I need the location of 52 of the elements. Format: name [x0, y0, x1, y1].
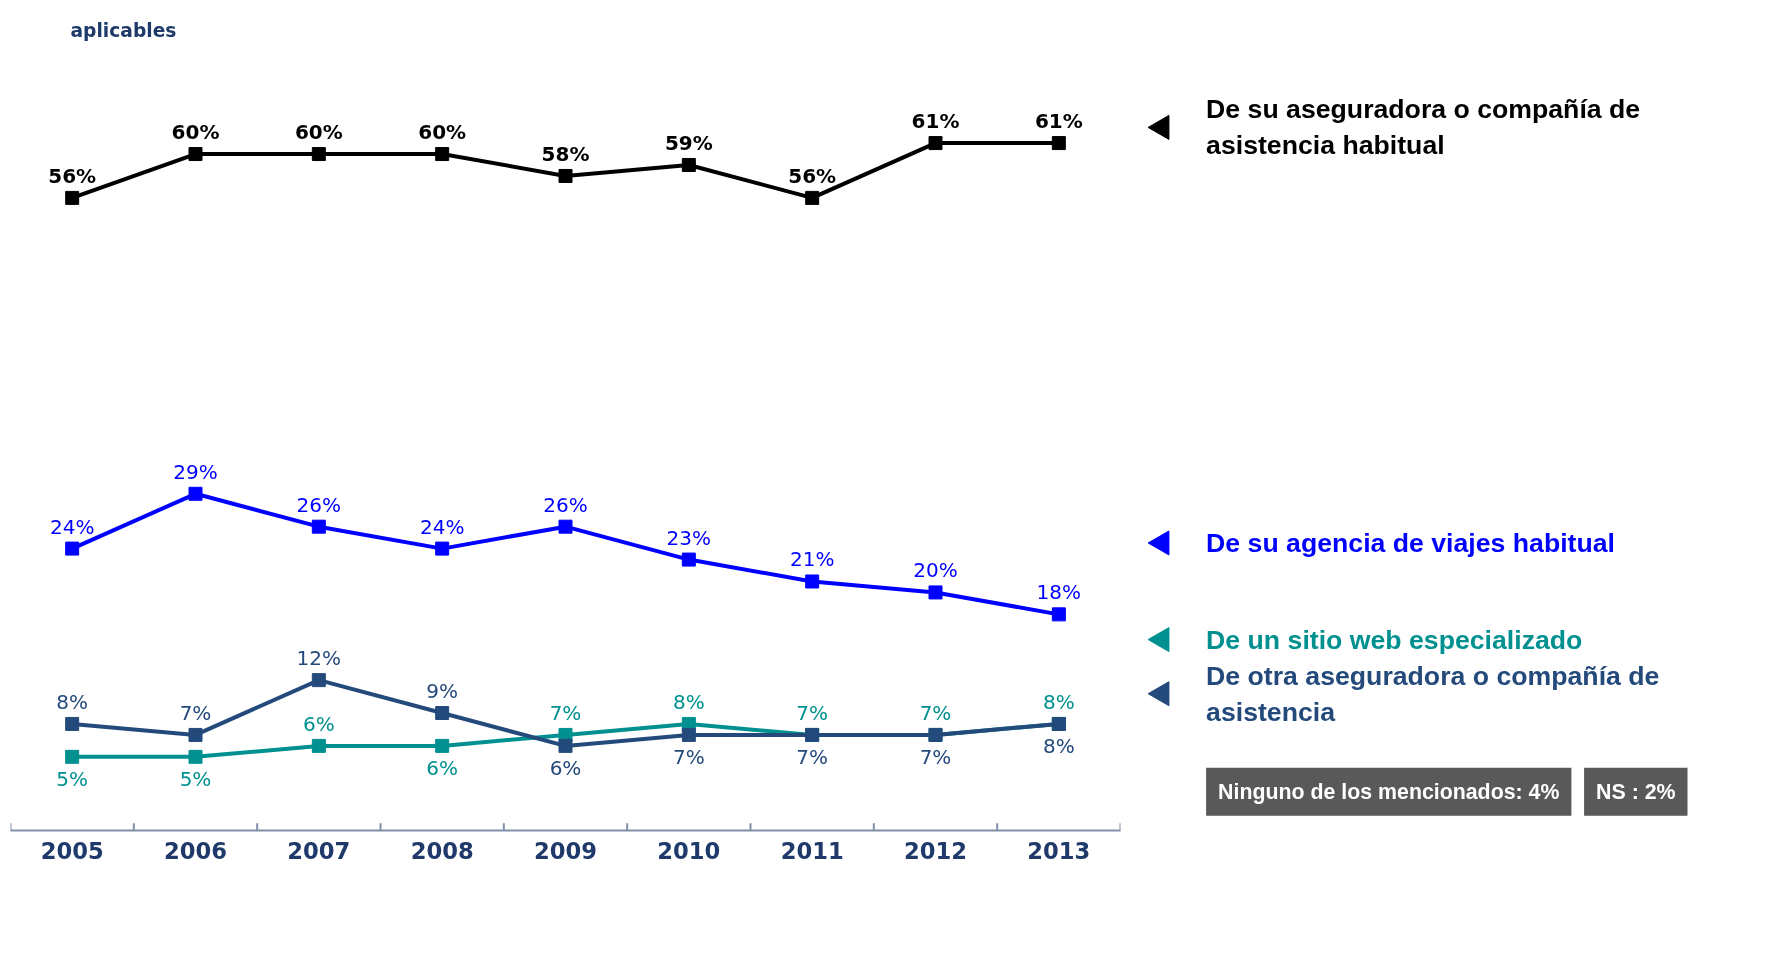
data-label: 12% — [296, 646, 342, 671]
x-tick-label: 2009 — [533, 837, 598, 864]
data-label: 7% — [549, 700, 582, 725]
data-label: 29% — [173, 459, 218, 484]
text: NS : 2% — [1596, 779, 1676, 804]
data-label: 60% — [294, 120, 343, 145]
data-label: 8% — [1042, 733, 1075, 758]
data-label: 7% — [179, 700, 212, 725]
data-label: 23% — [666, 525, 712, 550]
data-label: 8% — [1042, 689, 1075, 714]
data-label: 7% — [919, 700, 952, 725]
text: aplicables — [70, 20, 177, 41]
data-label: 5% — [56, 766, 89, 791]
data-label: 7% — [672, 744, 705, 769]
x-tick-label: 2010 — [657, 837, 721, 864]
data-label: 56% — [48, 163, 97, 188]
data-label: 7% — [796, 700, 829, 725]
text: Ninguno de los mencionados: 4% — [1218, 779, 1560, 804]
legend-label: De otra aseguradora o compañía de asistencia — [1206, 660, 1660, 727]
data-label: 61% — [911, 109, 960, 134]
data-label: 21% — [789, 547, 835, 572]
x-tick-label: 2008 — [410, 837, 474, 864]
x-tick-label: 2012 — [903, 837, 968, 864]
x-tick-label: 2013 — [1027, 837, 1091, 864]
data-label: 8% — [56, 689, 89, 714]
data-label: 24% — [419, 514, 465, 539]
data-label: 24% — [49, 514, 95, 539]
legend-label: De su aseguradora o compañía de asistencia habitual — [1206, 94, 1641, 161]
data-label: 9% — [426, 679, 459, 704]
data-label: 60% — [418, 120, 467, 145]
data-label: 59% — [664, 131, 713, 155]
x-tick-label: 2007 — [287, 837, 351, 864]
data-label: 6% — [426, 755, 459, 780]
x-tick-label: 2006 — [163, 837, 228, 864]
data-label: 61% — [1034, 109, 1083, 134]
data-label: 26% — [543, 492, 588, 517]
x-tick-label: 2011 — [780, 837, 844, 864]
data-label: 8% — [672, 689, 705, 714]
data-label: 6% — [549, 755, 582, 780]
legend-label: De un sitio web especializado — [1206, 624, 1583, 655]
data-label: 60% — [171, 120, 220, 145]
x-tick-label: 2005 — [40, 837, 104, 864]
data-label: 20% — [913, 558, 958, 583]
data-label: 5% — [179, 766, 212, 791]
data-label: 18% — [1036, 580, 1082, 605]
data-label: 7% — [919, 744, 952, 769]
data-label: 58% — [541, 141, 590, 166]
data-label: 56% — [788, 163, 837, 188]
legend-label: De su agencia de viajes habitual — [1206, 527, 1615, 558]
data-label: 7% — [796, 744, 829, 769]
data-label: 6% — [302, 711, 335, 736]
data-label: 26% — [296, 492, 342, 517]
